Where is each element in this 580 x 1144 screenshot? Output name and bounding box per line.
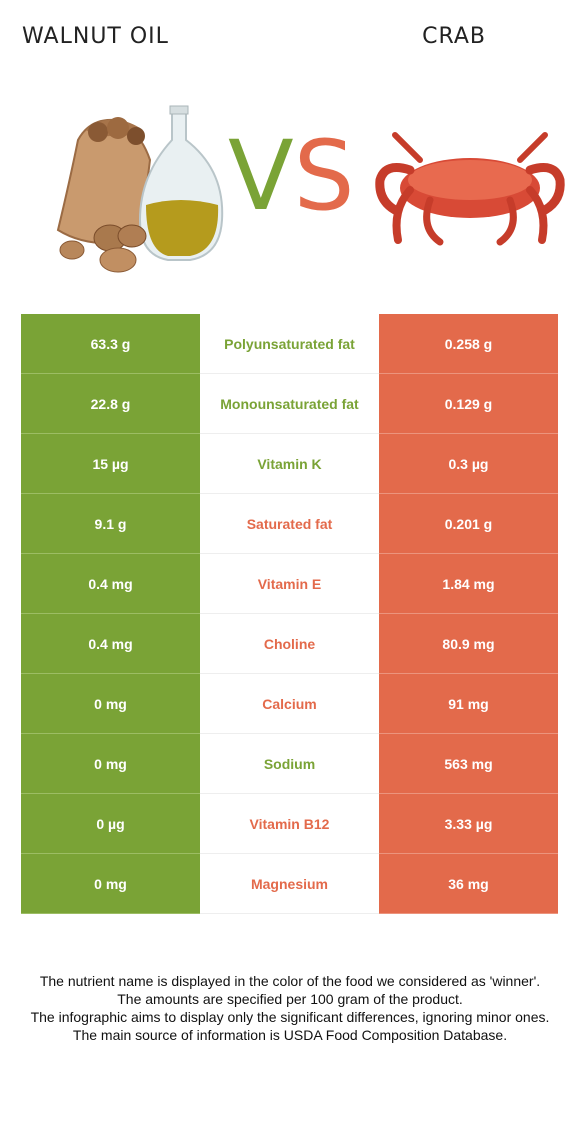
table-row: 63.3 g Polyunsaturated fat 0.258 g: [21, 314, 558, 374]
nutrient-name: Polyunsaturated fat: [200, 314, 379, 374]
table-row: 0 mg Calcium 91 mg: [21, 674, 558, 734]
crab-value: 0.129 g: [379, 374, 558, 434]
walnut-oil-value: 0 mg: [21, 674, 200, 734]
hero-illustration: [56, 105, 565, 273]
nutrient-name: Calcium: [200, 674, 379, 734]
crab-value: 0.3 µg: [379, 434, 558, 494]
walnut-oil-value: 0.4 mg: [21, 554, 200, 614]
crab-value: 0.258 g: [379, 314, 558, 374]
nutrient-name: Saturated fat: [200, 494, 379, 554]
walnut-oil-value: 9.1 g: [21, 494, 200, 554]
vs-label: VS: [228, 128, 355, 224]
crab-value: 3.33 µg: [379, 794, 558, 854]
crab-value: 36 mg: [379, 854, 558, 914]
table-row: 0 mg Sodium 563 mg: [21, 734, 558, 794]
walnut-oil-value: 0 µg: [21, 794, 200, 854]
table-row: 15 µg Vitamin K 0.3 µg: [21, 434, 558, 494]
walnut-oil-value: 22.8 g: [21, 374, 200, 434]
walnut-oil-value: 0 mg: [21, 854, 200, 914]
nutrient-name: Magnesium: [200, 854, 379, 914]
table-row: 22.8 g Monounsaturated fat 0.129 g: [21, 374, 558, 434]
nutrient-name: Monounsaturated fat: [200, 374, 379, 434]
table-row: 0 µg Vitamin B12 3.33 µg: [21, 794, 558, 854]
footnote: The amounts are specified per 100 gram o…: [117, 991, 463, 1007]
comparison-table: 63.3 g Polyunsaturated fat 0.258 g 22.8 …: [21, 314, 558, 914]
walnut-oil-value: 15 µg: [21, 434, 200, 494]
crab-value: 80.9 mg: [379, 614, 558, 674]
walnut-oil-value: 0.4 mg: [21, 614, 200, 674]
vs-s: S: [293, 120, 355, 232]
walnut-oil-value: 63.3 g: [21, 314, 200, 374]
right-food-title: CRAB: [422, 24, 486, 49]
vs-v: V: [228, 120, 294, 232]
footnote: The main source of information is USDA F…: [72, 1027, 508, 1043]
footnote: The nutrient name is displayed in the co…: [39, 973, 541, 989]
nutrient-name: Vitamin B12: [200, 794, 379, 854]
nutrient-name: Vitamin E: [200, 554, 379, 614]
nutrient-name: Sodium: [200, 734, 379, 794]
nutrient-name: Choline: [200, 614, 379, 674]
footnotes: The nutrient name is displayed in the co…: [20, 972, 560, 1044]
nutrient-name: Vitamin K: [200, 434, 379, 494]
crab-value: 1.84 mg: [379, 554, 558, 614]
walnut-oil-image: [56, 105, 224, 273]
table-row: 9.1 g Saturated fat 0.201 g: [21, 494, 558, 554]
crab-image: [375, 132, 565, 246]
crab-value: 91 mg: [379, 674, 558, 734]
table-row: 0.4 mg Vitamin E 1.84 mg: [21, 554, 558, 614]
walnut-oil-value: 0 mg: [21, 734, 200, 794]
table-row: 0 mg Magnesium 36 mg: [21, 854, 558, 914]
table-row: 0.4 mg Choline 80.9 mg: [21, 614, 558, 674]
left-food-title: WALNUT OIL: [22, 24, 169, 49]
crab-value: 563 mg: [379, 734, 558, 794]
footnote: The infographic aims to display only the…: [30, 1009, 550, 1025]
crab-value: 0.201 g: [379, 494, 558, 554]
